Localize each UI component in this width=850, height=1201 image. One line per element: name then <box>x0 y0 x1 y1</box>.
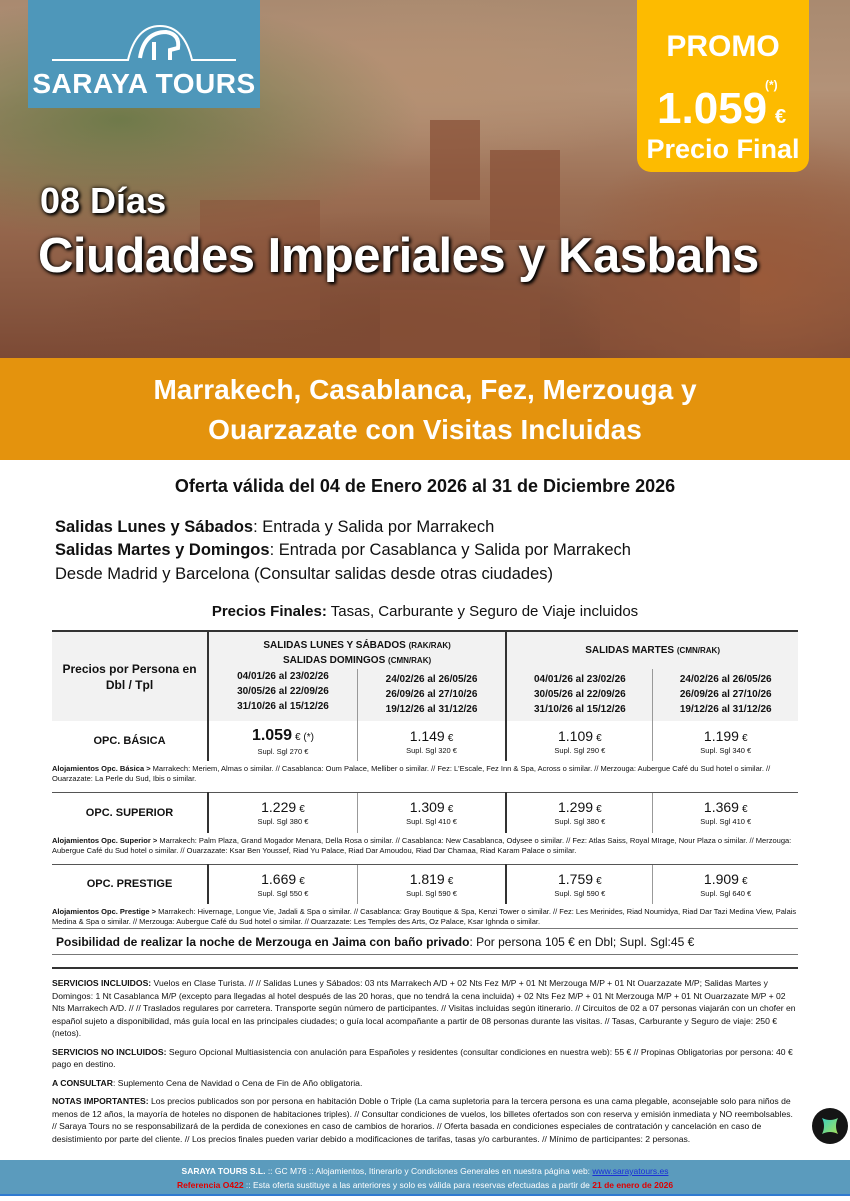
promo-currency: € <box>775 106 787 128</box>
period-cell: 24/02/26 al 26/05/26 26/09/26 al 27/10/26… <box>652 668 798 721</box>
jaima-label: Posibilidad de realizar la noche de Merz… <box>56 935 470 949</box>
promo-final-label: Precio Final <box>646 134 800 164</box>
promo-asterisk: (*) <box>765 78 778 92</box>
single-supplement: Supl. Sgl 640 € <box>700 888 752 898</box>
single-supplement: Supl. Sgl 380 € <box>257 817 309 827</box>
to-consult: A CONSULTAR: Suplemento Cena de Navidad … <box>52 1077 363 1088</box>
departure-line: Salidas Lunes y Sábados: Entrada y Salid… <box>55 518 494 537</box>
hotels-note-row: Alojamientos Opc. Básica > Marrakech: Me… <box>52 761 798 793</box>
assistant-app-icon[interactable] <box>812 1108 848 1144</box>
hotels-note: Alojamientos Opc. Básica > Marrakech: Me… <box>52 761 798 793</box>
departure-info: : Entrada por Casablanca y Salida por Ma… <box>269 541 631 559</box>
single-supplement: Supl. Sgl 290 € <box>554 745 606 755</box>
logo-emblem-icon <box>52 24 236 61</box>
hotels-note-row: Alojamientos Opc. Prestige > Marrakech: … <box>52 904 798 935</box>
price-row: OPC. SUPERIOR 1.229 € Supl. Sgl 380 €1.309… <box>52 792 798 833</box>
price-cell: 1.059 € (*) Supl. Sgl 270 € <box>206 721 358 761</box>
price-row: OPC. PRESTIGE 1.669 € Supl. Sgl 550 €1.819… <box>52 863 798 904</box>
price-cell: 1.299 € Supl. Sgl 380 € <box>505 792 653 833</box>
price-cell: 1.819 € Supl. Sgl 590 € <box>356 863 507 904</box>
price-table: Precios por Persona en Dbl / Tpl SALIDAS… <box>52 630 798 935</box>
services-included: SERVICIOS INCLUIDOS: Vuelos en Clase Tur… <box>52 978 796 1038</box>
services-not-included: SERVICIOS NO INCLUIDOS: Seguro Opcional … <box>52 1046 793 1070</box>
single-supplement: Supl. Sgl 340 € <box>700 745 752 755</box>
footer-line-2: Referencia O422 :: Esta oferta sustituye… <box>176 1180 674 1190</box>
departure-days: Salidas Martes y Domingos <box>55 541 270 559</box>
price-cell: 1.309 € Supl. Sgl 410 € <box>356 792 507 833</box>
hotels-note-row: Alojamientos Opc. Superior > Marrakech: … <box>52 832 798 864</box>
hotels-note: Alojamientos Opc. Superior > Marrakech: … <box>52 832 798 864</box>
logo-name: SARAYA TOURS <box>32 68 256 99</box>
price-cell: 1.669 € Supl. Sgl 550 € <box>206 863 358 904</box>
destinations-line-1: Marrakech, Casablanca, Fez, Merzouga y <box>153 374 697 405</box>
single-supplement: Supl. Sgl 590 € <box>406 888 457 898</box>
departure-info: Desde Madrid y Barcelona (Consultar sali… <box>55 565 554 583</box>
period-cell: 04/01/26 al 23/02/26 30/05/26 al 22/09/26… <box>206 668 358 721</box>
corner-header: Precios por Persona en Dbl / Tpl <box>52 631 208 721</box>
jaima-price: : Por persona 105 € en Dbl; Supl. Sgl:45… <box>469 935 695 949</box>
period-cell: 24/02/26 al 26/05/26 26/09/26 al 27/10/26… <box>356 668 507 721</box>
price-cell: 1.759 € Supl. Sgl 590 € <box>505 863 653 904</box>
promo-badge: PROMO (*) 1.059 € Precio Final <box>637 0 809 172</box>
period-cell: 04/01/26 al 23/02/26 30/05/26 al 22/09/26… <box>505 668 653 721</box>
jaima-option: Posibilidad de realizar la noche de Merz… <box>52 928 798 955</box>
periods-row: 04/01/26 al 23/02/26 30/05/26 al 22/09/26… <box>52 668 798 721</box>
footer-line-1: SARAYA TOURS S.L. :: GC M76 :: Alojamien… <box>181 1166 669 1176</box>
prices-text: Tasas, Carburante y Seguro de Viaje incl… <box>326 603 639 620</box>
price-cell: 1.369 € Supl. Sgl 410 € <box>652 792 798 833</box>
price-cell: 1.199 € Supl. Sgl 340 € <box>652 721 798 761</box>
single-supplement: Supl. Sgl 410 € <box>406 817 457 827</box>
trip-title: Ciudades Imperiales y Kasbahs <box>38 229 759 283</box>
option-name: OPC. BÁSICA <box>93 735 166 747</box>
single-supplement: Supl. Sgl 550 € <box>257 888 309 898</box>
trip-duration: 08 Días <box>40 180 167 221</box>
single-supplement: Supl. Sgl 410 € <box>700 817 752 827</box>
offer-validity: Oferta válida del 04 de Enero 2026 al 31… <box>174 476 676 496</box>
departure-line: Desde Madrid y Barcelona (Consultar sali… <box>55 565 553 584</box>
price-cell: 1.909 € Supl. Sgl 640 € <box>652 863 798 904</box>
table-header-row: Precios por Persona en Dbl / Tpl SALIDAS… <box>52 631 798 721</box>
group-header-martes: SALIDAS MARTES (CMN/RAK) <box>505 631 798 669</box>
destinations-band: Marrakech, Casablanca, Fez, Merzouga y O… <box>0 358 850 460</box>
footer: SARAYA TOURS S.L. :: GC M76 :: Alojamien… <box>0 1160 850 1196</box>
single-supplement: Supl. Sgl 380 € <box>554 817 606 827</box>
important-notes: NOTAS IMPORTANTES: Los precios publicado… <box>52 1096 793 1144</box>
promo-label: PROMO <box>666 30 780 63</box>
single-supplement: Supl. Sgl 590 € <box>554 888 606 898</box>
promo-price: 1.059 <box>657 84 768 133</box>
group-header-lunes-domingos: SALIDAS LUNES Y SÁBADOS (RAK/RAK) SALIDA… <box>206 631 507 669</box>
services-section: SERVICIOS INCLUIDOS: Vuelos en Clase Tur… <box>52 967 798 1151</box>
hotels-note: Alojamientos Opc. Prestige > Marrakech: … <box>52 904 798 935</box>
single-supplement: Supl. Sgl 320 € <box>406 745 457 755</box>
departure-days: Salidas Lunes y Sábados <box>55 518 254 536</box>
price-cell: 1.149 € Supl. Sgl 320 € <box>356 721 507 761</box>
destinations-line-2: Ouarzazate con Visitas Incluidas <box>208 414 642 445</box>
website-link[interactable]: www.sarayatours.es <box>592 1166 669 1176</box>
prices-included-note: Precios Finales: Tasas, Carburante y Seg… <box>0 603 850 620</box>
price-row: OPC. BÁSICA 1.059 € (*) Supl. Sgl 270 €1.1… <box>52 721 798 761</box>
single-supplement: Supl. Sgl 270 € <box>257 746 309 756</box>
option-name: OPC. PRESTIGE <box>52 863 208 904</box>
option-name: OPC. SUPERIOR <box>52 792 208 833</box>
saraya-tours-logo: SARAYA TOURS <box>28 0 260 108</box>
price-cell: 1.109 € Supl. Sgl 290 € <box>505 721 653 761</box>
departure-line: Salidas Martes y Domingos: Entrada por C… <box>55 541 631 560</box>
prices-label: Precios Finales: <box>211 603 327 620</box>
price-cell: 1.229 € Supl. Sgl 380 € <box>206 792 358 833</box>
departure-info: : Entrada y Salida por Marrakech <box>253 518 495 536</box>
